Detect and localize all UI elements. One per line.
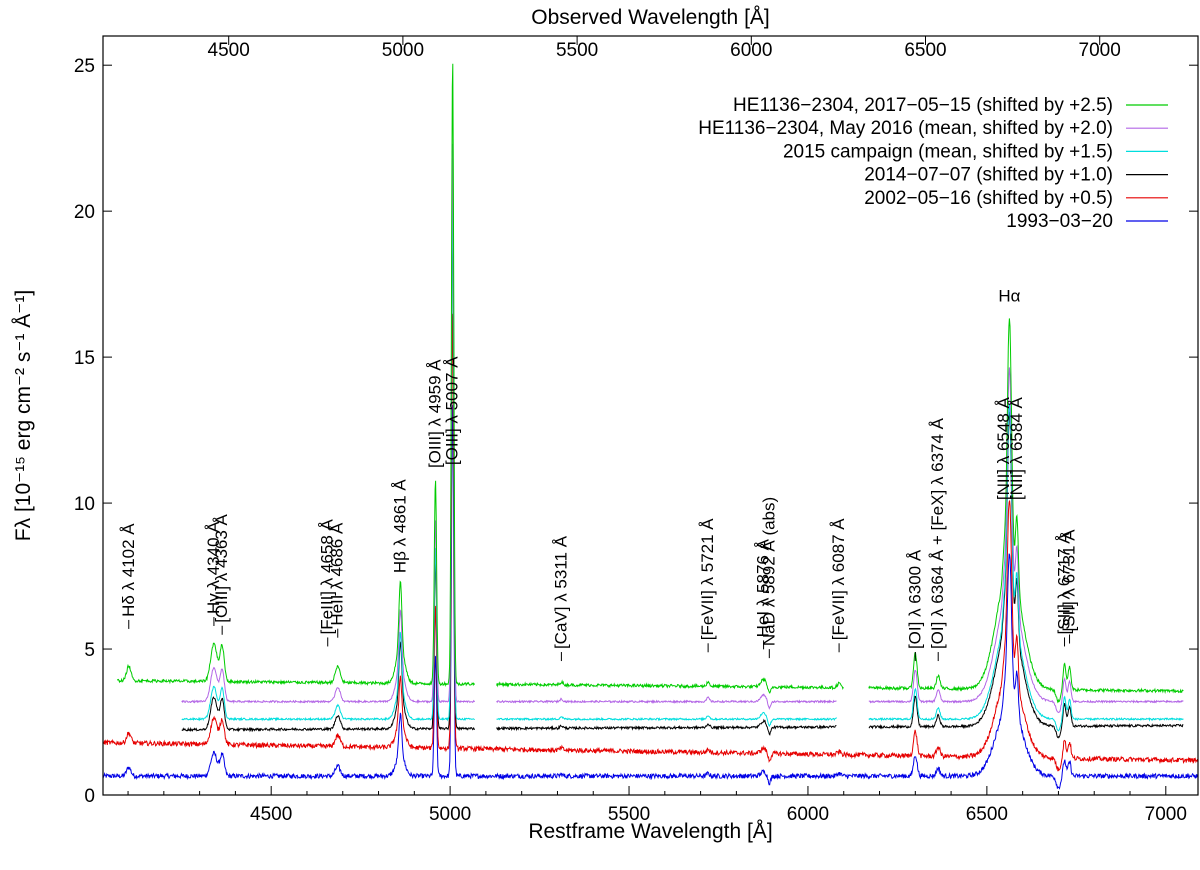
emission-line-label: [CaV] λ 5311 Å [551, 535, 570, 649]
spectrum-line [496, 718, 837, 736]
emission-line-label: [FeVII] λ 5721 Å [698, 518, 717, 641]
emission-line-label: [OI] λ 6300 Å [905, 549, 924, 649]
emission-line-label: [NII] λ 6548 Å [994, 397, 1013, 501]
emission-line-label: [SII] λ 6717 Å [1055, 532, 1074, 635]
x-tick-label: 7000 [1145, 804, 1187, 825]
spectrum-line [496, 677, 844, 694]
x2-tick-label: 5000 [382, 40, 424, 61]
y-axis-title: Fλ [10⁻¹⁵ erg cm⁻² s⁻¹ Å⁻¹] [12, 290, 35, 541]
y-tick-label: 5 [84, 640, 95, 661]
x2-tick-label: 7000 [1079, 40, 1121, 61]
spectrum-line [868, 367, 1184, 714]
axis-ticks: 4500 5000 5500 6000 6500 7000 0 5 10 15 20 25 4500 50… [74, 36, 1198, 825]
legend: HE1136−2304, 2017−05−15 (shifted by +2.5… [698, 95, 1168, 232]
legend-label: 2015 campaign (mean, shifted by +1.5) [783, 141, 1113, 162]
x-tick-label: 5000 [429, 804, 471, 825]
x2-tick-label: 5500 [556, 40, 598, 61]
plot-frame [102, 35, 1199, 796]
spectrum-line [868, 318, 1184, 704]
x-tick-label: 5500 [608, 804, 650, 825]
x2-tick-label: 6500 [904, 40, 946, 61]
emission-line-label: [SII] λ 6731 Å [1060, 529, 1079, 632]
halpha-label: Hα [998, 287, 1020, 306]
spectrum-line [102, 313, 1199, 772]
spectrum-line [116, 63, 475, 687]
emission-line-label: [OI] λ 6364 Å + [FeX] λ 6374 Å [928, 417, 947, 649]
x-axis-title: Restframe Wavelength [Å] [528, 820, 772, 843]
spectrum-line [496, 693, 837, 710]
y-tick-label: 15 [74, 348, 95, 369]
x-tick-label: 6000 [787, 804, 829, 825]
emission-line-label: [OIII] λ 4959 Å [425, 359, 444, 468]
legend-label: 1993−03−20 [1006, 211, 1113, 232]
legend-label: HE1136−2304, 2017−05−15 (shifted by +2.5… [733, 95, 1113, 116]
spectrum-line [102, 404, 1199, 790]
y-tick-label: 20 [74, 202, 95, 223]
emission-line-label: [FeIII] λ 4658 Å [318, 518, 337, 634]
spectrum-line [868, 403, 1184, 732]
emission-line-label: Hδ λ 4102 Å [119, 523, 138, 617]
emission-line-label: HeI λ 5876 Å [754, 538, 773, 637]
spectrum-line [181, 143, 475, 705]
y-tick-label: 0 [84, 786, 95, 807]
emission-line-label: Hβ λ 4861 Å [390, 479, 409, 574]
spectrum-line [181, 201, 475, 733]
emission-line-label: [OIII] λ 5007 Å [443, 356, 462, 465]
legend-label: HE1136−2304, May 2016 (mean, shifted by … [698, 118, 1113, 139]
spectrum-line [496, 711, 837, 728]
line-labels: Hδ λ 4102 Å Hγ λ 4340 Å[OIII] λ 4363 Å [Fe… [119, 287, 1079, 662]
y-tick-label: 10 [74, 494, 95, 515]
x-tick-label: 6500 [966, 804, 1008, 825]
emission-line-label: [OIII] λ 4363 Å [212, 513, 231, 622]
spectrum-line [868, 411, 1184, 739]
spectra-layer [102, 63, 1199, 790]
emission-line-label: NaD λ 5892 Å (abs) [759, 497, 778, 646]
x2-tick-label: 6000 [730, 40, 772, 61]
emission-line-label: Hγ λ 4340 Å [204, 521, 223, 614]
emission-line-label: [NII] λ 6584 Å [1007, 397, 1026, 501]
x2-axis-title: Observed Wavelength [Å] [531, 6, 770, 29]
x-tick-label: 4500 [250, 804, 292, 825]
x2-tick-label: 4500 [208, 40, 250, 61]
y-tick-label: 25 [74, 56, 95, 77]
emission-line-label: HeII λ 4686 Å [328, 522, 347, 626]
legend-label: 2014−07−07 (shifted by +1.0) [864, 165, 1113, 186]
spectrum-line [181, 192, 475, 722]
emission-line-label: [FeVII] λ 6087 Å [829, 518, 848, 641]
legend-label: 2002−05−16 (shifted by +0.5) [864, 188, 1113, 209]
